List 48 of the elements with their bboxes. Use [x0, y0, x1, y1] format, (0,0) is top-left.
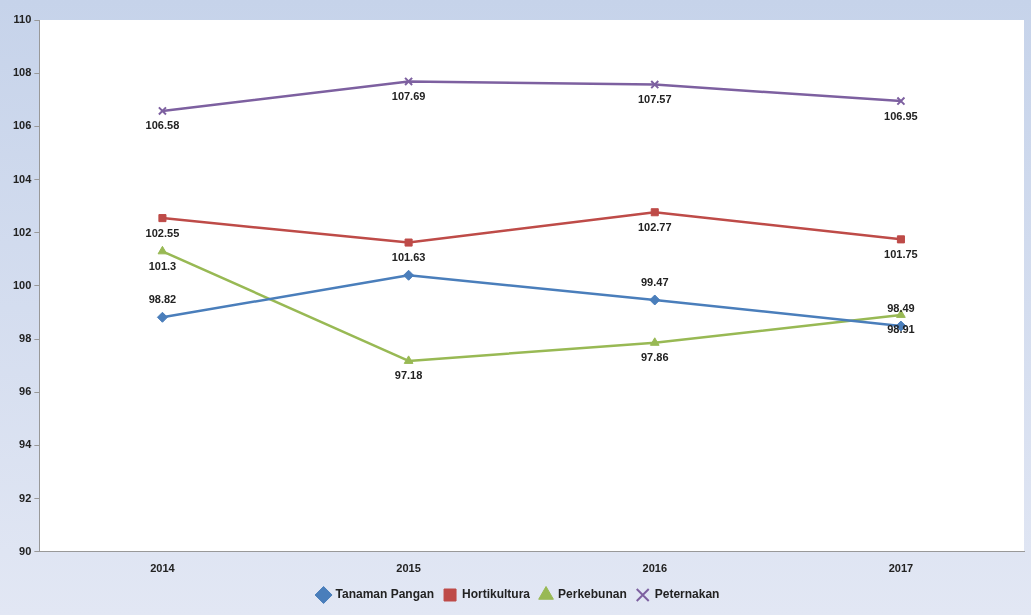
x-tick-label: 2017: [888, 562, 914, 575]
legend-label: Perkebunan: [558, 587, 627, 602]
y-tick-label: 100: [12, 278, 32, 291]
x-tick-label: 2014: [150, 562, 176, 575]
data-label: 102.55: [145, 226, 180, 239]
data-label: 101.3: [148, 259, 177, 272]
data-label: 107.57: [637, 93, 672, 106]
point: [896, 96, 906, 106]
point: [896, 235, 905, 244]
legend-label: Hortikultura: [462, 587, 531, 602]
y-tick-label: 104: [12, 172, 33, 185]
data-label: 98.49: [887, 301, 915, 314]
legend-label: Peternakan: [654, 587, 720, 602]
y-tick-label: 110: [13, 13, 32, 26]
y-tick-label: 106: [12, 119, 32, 132]
point: [404, 76, 414, 86]
point: [404, 238, 413, 247]
point: [158, 214, 167, 223]
data-label: 99.47: [640, 275, 669, 288]
x-tick-label: 2016: [642, 562, 667, 575]
y-tick-label: 98: [19, 332, 32, 345]
data-label: 101.75: [884, 247, 918, 260]
legend-label: Tanaman Pangan: [335, 587, 435, 602]
point: [649, 294, 661, 306]
point: [157, 106, 167, 116]
y-tick-label: 92: [19, 491, 32, 504]
data-label: 106.58: [145, 119, 180, 132]
point: [157, 245, 168, 255]
y-tick-label: 102: [12, 225, 32, 238]
y-tick-label: 94: [19, 438, 33, 451]
y-tick-label: 108: [12, 66, 32, 79]
data-label: 102.77: [637, 220, 672, 233]
point: [650, 208, 659, 217]
point: [403, 269, 415, 281]
point: [650, 80, 660, 90]
data-label: 98.82: [148, 292, 177, 305]
point: [649, 337, 660, 346]
y-tick-label: 96: [19, 385, 32, 398]
point: [156, 311, 168, 323]
data-label: 97.18: [394, 369, 423, 382]
data-label: 98.91: [887, 323, 915, 336]
point: [403, 355, 414, 364]
data-label: 106.95: [884, 109, 918, 122]
data-label: 107.69: [391, 89, 426, 102]
data-label: 101.63: [391, 251, 426, 264]
x-tick-label: 2015: [396, 562, 421, 575]
data-label: 97.86: [640, 351, 669, 364]
y-tick-label: 90: [19, 544, 32, 557]
